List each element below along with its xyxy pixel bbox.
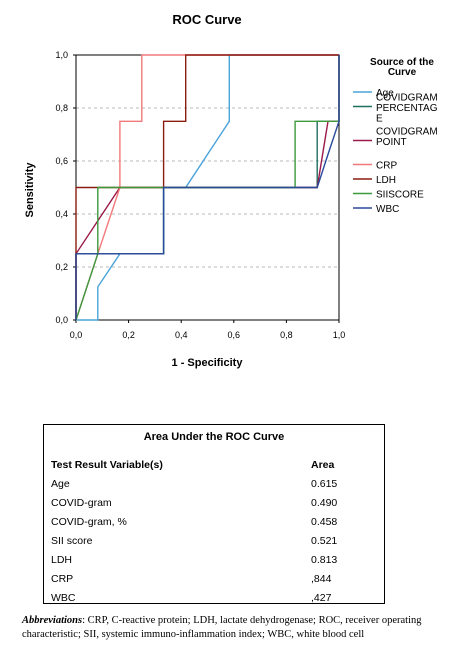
y-tick-label: 0,6 [55,156,68,166]
auc-area-cell: ,427 [311,591,332,604]
roc-line-ldh [75,54,339,320]
x-tick-label: 1,0 [333,330,346,340]
axis-ticks: 0,0 0,2 0,4 0,6 0,8 1,0 0,0 0,2 0,4 0,6 0,8 1,0 [55,50,345,340]
auc-variable-cell: SII score [51,534,93,547]
x-tick-label: 0,6 [228,330,241,340]
legend-item: COVIDGRAM PERCENTAG E [353,93,438,125]
legend-label: COVIDGRAM POINT [376,127,438,149]
y-axis-label: Sensitivity [24,162,36,218]
legend-item: LDH [353,175,396,186]
roc-line-wbc [75,55,340,320]
y-tick-label: 0,4 [55,209,68,219]
x-tick-label: 0,2 [122,330,135,340]
auc-header-row: Test Result Variable(s) Area [51,455,371,474]
legend-title: Source of the Curve [370,57,434,78]
auc-variable-cell: COVID-gram [51,496,112,509]
auc-header-area: Area [311,458,335,471]
roc-chart: ROC Curve 0,0 0,2 0,4 0,6 0,8 1,0 0,0 0,2 0,4 0,6… [24,12,438,369]
auc-area-cell: 0.615 [311,477,338,490]
auc-table-box: Area Under the ROC Curve Test Result Var… [43,424,385,604]
auc-table-title: Area Under the ROC Curve [143,431,285,443]
footnote-text: : CRP, C-reactive protein; LDH, lactate … [22,615,422,640]
legend-label: WBC [376,204,399,215]
auc-area-cell: 0.458 [311,515,338,528]
legend-item: CRP [353,161,397,172]
auc-header-variable: Test Result Variable(s) [51,458,163,471]
x-axis-label: 1 - Specificity [172,357,244,369]
x-tick-label: 0,4 [175,330,188,340]
auc-area-cell: 0.813 [311,553,338,566]
y-tick-label: 0,2 [55,262,68,272]
auc-table: Test Result Variable(s) Area Age 0.615 COV… [51,455,371,607]
auc-area-cell: 0.521 [311,534,338,547]
legend-label: COVIDGRAM PERCENTAG E [376,93,438,125]
legend-item: COVIDGRAM POINT [353,127,438,149]
legend-item: Age [353,88,394,99]
auc-variable-cell: COVID-gram, % [51,515,127,528]
legend-item: SIISCORE [353,190,424,201]
legend-label: CRP [376,161,397,172]
auc-row: Age 0.615 [51,474,371,493]
auc-row: COVID-gram, % 0.458 [51,512,371,531]
auc-variable-cell: WBC [51,591,76,604]
auc-area-cell: ,844 [311,572,332,585]
x-tick-label: 0,8 [280,330,293,340]
y-tick-label: 1,0 [55,50,68,60]
auc-row: WBC ,427 [51,588,371,607]
auc-variable-cell: CRP [51,572,74,585]
legend-item: WBC [353,204,399,215]
auc-row: SII score 0.521 [51,531,371,550]
x-tick-label: 0,0 [70,330,83,340]
auc-variable-cell: Age [51,477,70,490]
y-tick-label: 0,0 [55,315,68,325]
chart-title: ROC Curve [172,12,241,27]
legend-label: SIISCORE [376,190,424,201]
footnote-lead: Abbreviations [22,615,83,626]
legend-label: Age [376,88,394,99]
roc-lines [75,54,340,321]
auc-row: COVID-gram 0.490 [51,493,371,512]
auc-row: LDH 0.813 [51,550,371,569]
auc-variable-cell: LDH [51,553,73,566]
footnote: Abbreviations: CRP, C-reactive protein; … [22,614,462,642]
legend-label: LDH [376,175,396,186]
auc-row: CRP ,844 [51,569,371,588]
y-tick-label: 0,8 [55,103,68,113]
auc-area-cell: 0.490 [311,496,338,509]
